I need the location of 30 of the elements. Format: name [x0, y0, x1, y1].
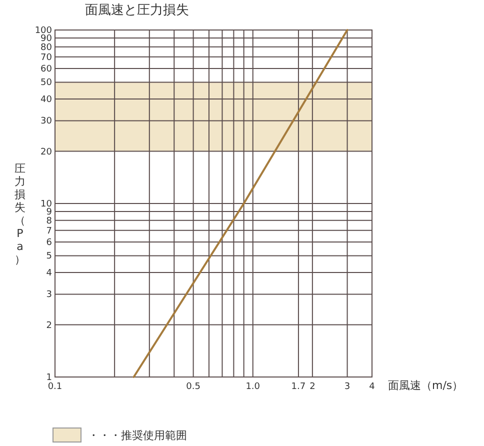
y-tick-label: 90	[40, 34, 52, 44]
y-tick-label: 60	[40, 64, 52, 74]
y-tick-label: 50	[40, 78, 52, 88]
y-tick-label: 70	[40, 52, 52, 63]
y-tick-label: 9	[46, 207, 52, 218]
chart-title: 面風速と圧力損失	[85, 3, 189, 18]
x-tick-label: 0.5	[186, 382, 200, 392]
y-tick-label: 4	[46, 268, 52, 279]
y-tick-label: 10	[40, 200, 52, 210]
x-tick-label: 1.0	[246, 382, 260, 392]
x-tick-label: 3	[344, 382, 350, 392]
x-tick-label: 2	[310, 382, 316, 392]
y-tick-label: 30	[40, 116, 52, 127]
y-tick-label: 20	[40, 147, 52, 158]
x-axis-title: 面風速（m/s）	[388, 379, 464, 392]
y-tick-label: 5	[46, 252, 52, 262]
y-tick-label: 7	[46, 226, 52, 236]
x-tick-label: 0.1	[48, 382, 62, 392]
y-axis-title: 圧力損失（Pa）	[14, 162, 26, 266]
y-tick-label: 40	[40, 95, 52, 106]
legend-label: ・・・推奨使用範囲	[88, 429, 187, 442]
y-tick-label: 80	[40, 42, 52, 53]
y-tick-label: 8	[46, 216, 52, 226]
x-tick-label: 1.7	[291, 382, 306, 392]
x-tick-label: 4	[369, 382, 376, 392]
y-tick-label: 2	[46, 320, 52, 331]
y-tick-label: 3	[46, 290, 52, 300]
y-tick-label: 1	[46, 373, 52, 383]
y-tick-label: 100	[34, 26, 52, 36]
y-tick-label: 6	[46, 238, 52, 248]
